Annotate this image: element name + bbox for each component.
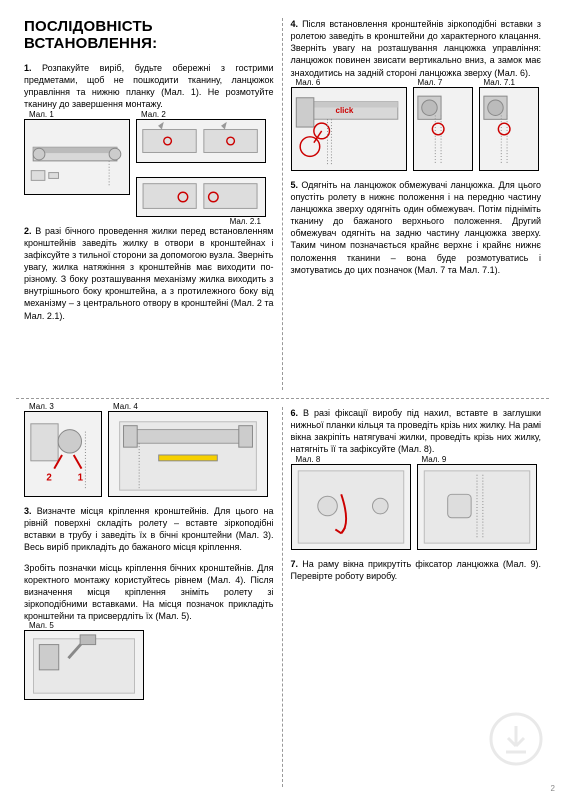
step-6: 6. В разі фіксації виробу під нахил, вст… xyxy=(291,407,542,456)
watermark-icon xyxy=(489,712,543,771)
fig-4: Мал. 4 xyxy=(108,411,268,497)
fig-label: Мал. 5 xyxy=(27,621,56,630)
fig-label: Мал. 2 xyxy=(139,110,168,119)
col-left-top: ПОСЛІДОВНІСТЬ ВСТАНОВЛЕННЯ: 1. Розпакуйт… xyxy=(16,18,283,390)
step-5: 5. Одягніть на ланцюжок обмежувачі ланцю… xyxy=(291,179,542,276)
fig-row-1: Мал. 1 Мал. 2 Мал. 2.1 xyxy=(24,119,274,217)
fig-label: Мал. 4 xyxy=(111,402,140,411)
svg-text:1: 1 xyxy=(78,472,84,483)
click-label: click xyxy=(336,106,354,115)
step-3a: 3. Визначте місця кріплення кронштейнів.… xyxy=(24,505,274,554)
fig-label: Мал. 1 xyxy=(27,110,56,119)
svg-text:2: 2 xyxy=(46,472,52,483)
col-left-bottom: Мал. 3 21 Мал. 4 3. Визначте місця кріпл… xyxy=(16,407,283,787)
fig-label: Мал. 7 xyxy=(416,78,445,87)
step-4: 4. Після встановлення кронштейнів зіркоп… xyxy=(291,18,542,79)
fig-5: Мал. 5 xyxy=(24,630,144,700)
horizontal-divider xyxy=(16,398,549,399)
fig-label: Мал. 9 xyxy=(420,455,449,464)
fig-row-3: Мал. 3 21 Мал. 4 xyxy=(24,411,274,497)
fig-label: Мал. 7.1 xyxy=(482,78,517,87)
col-right-top: 4. Після встановлення кронштейнів зіркоп… xyxy=(283,18,550,390)
step-1: 1. Розпакуйте виріб, будьте обережні з г… xyxy=(24,62,274,111)
page: ПОСЛІДОВНІСТЬ ВСТАНОВЛЕННЯ: 1. Розпакуйт… xyxy=(0,0,565,799)
page-number: 2 xyxy=(551,784,555,793)
fig-9: Мал. 9 xyxy=(417,464,537,550)
step-3b: Зробіть позначки місць кріплення бічних … xyxy=(24,562,274,623)
fig-row-6: Мал. 8 Мал. 9 xyxy=(291,464,542,550)
fig-2: Мал. 2 xyxy=(136,119,266,163)
fig-3: Мал. 3 21 xyxy=(24,411,102,497)
fig-label: Мал. 8 xyxy=(294,455,323,464)
fig-label: Мал. 2.1 xyxy=(228,217,263,226)
fig-label: Мал. 6 xyxy=(294,78,323,87)
step-7: 7. На раму вікна прикрутіть фіксатор лан… xyxy=(291,558,542,582)
fig-2-1: Мал. 2.1 xyxy=(136,177,266,217)
fig-label: Мал. 3 xyxy=(27,402,56,411)
fig-6: Мал. 6 click xyxy=(291,87,407,171)
fig-1: Мал. 1 xyxy=(24,119,130,195)
fig-7-1: Мал. 7.1 xyxy=(479,87,539,171)
step-2: 2. В разі бічного проведення жилки перед… xyxy=(24,225,274,322)
page-title: ПОСЛІДОВНІСТЬ ВСТАНОВЛЕННЯ: xyxy=(24,18,274,52)
fig-7: Мал. 7 xyxy=(413,87,473,171)
fig-8: Мал. 8 xyxy=(291,464,411,550)
fig-row-5: Мал. 5 xyxy=(24,630,274,700)
fig-row-4: Мал. 6 click Мал. 7 Мал. 7.1 xyxy=(291,87,542,171)
